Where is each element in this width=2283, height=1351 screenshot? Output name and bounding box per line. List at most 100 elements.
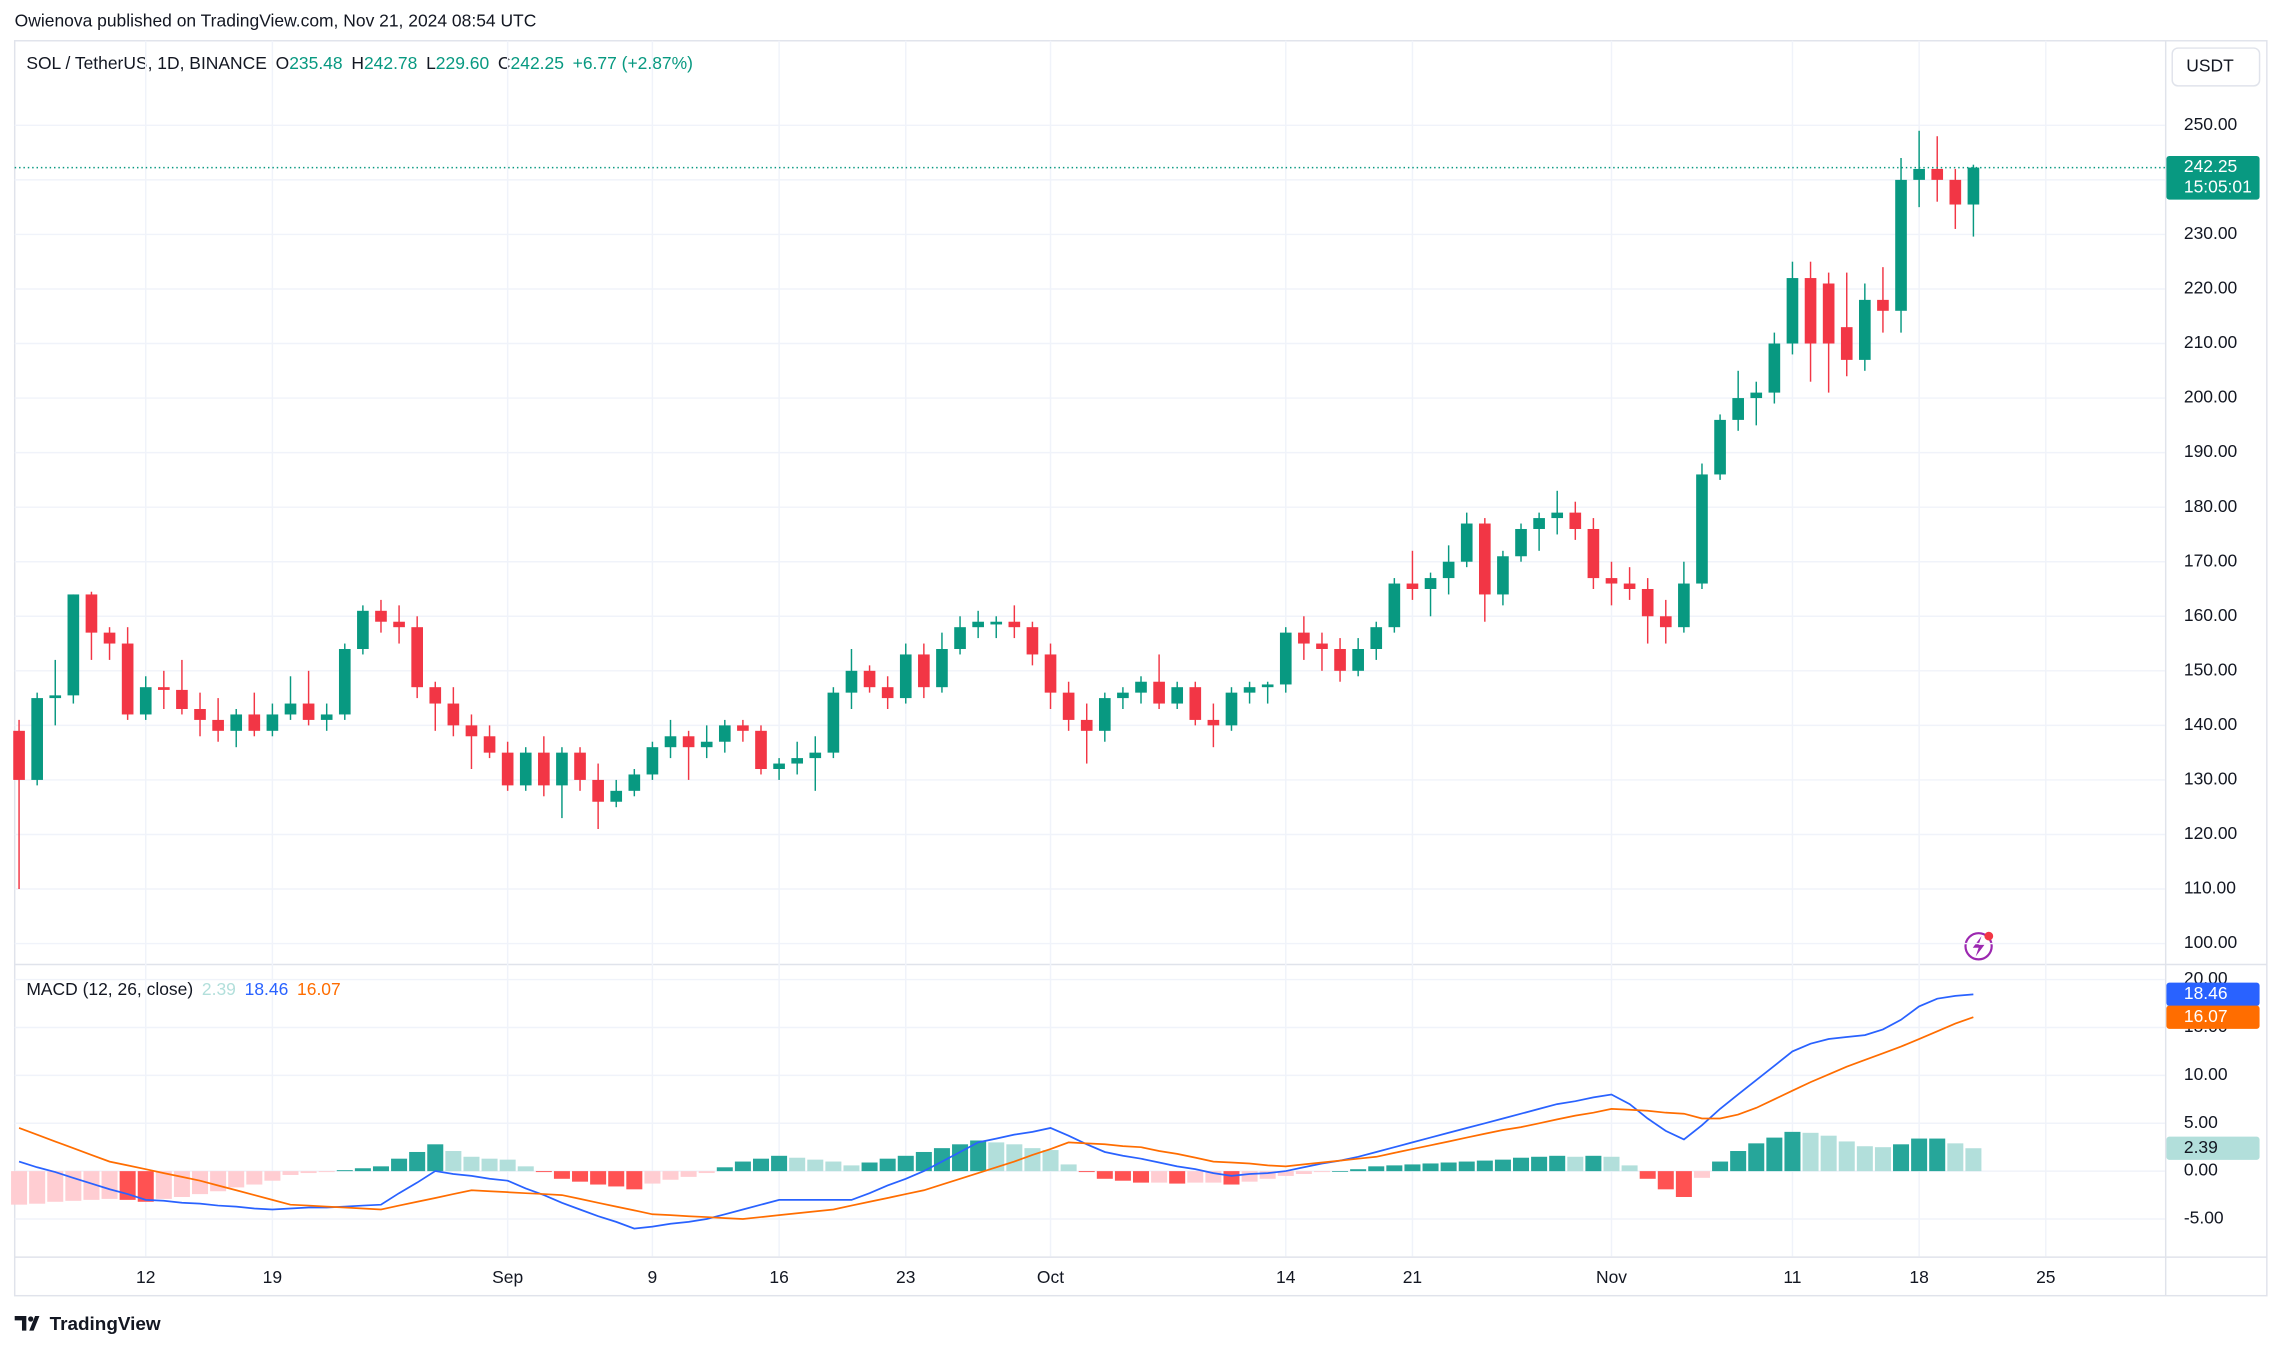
histogram-bar — [933, 1148, 950, 1172]
histogram-bar — [1965, 1148, 1982, 1172]
ohlc-value: 242.25 — [511, 53, 564, 73]
histogram-bar — [1169, 1171, 1186, 1184]
candle-body — [519, 752, 532, 786]
value-badge — [2166, 982, 2260, 1006]
y-tick-label: 10.00 — [2184, 1064, 2228, 1084]
histogram-bar — [915, 1151, 932, 1172]
candle-body — [1569, 512, 1582, 529]
candle-body — [1696, 474, 1708, 584]
symbol-legend: SOL / TetherUS, 1D, BINANCE O235.48 H242.7… — [26, 53, 693, 73]
candle-body — [1279, 632, 1292, 685]
candle-body — [284, 703, 297, 715]
histogram-bar — [1006, 1144, 1023, 1172]
logo-mark — [14, 1316, 40, 1331]
candle-body — [1732, 398, 1744, 420]
y-tick-label: 100.00 — [2184, 932, 2238, 952]
histogram-bar — [734, 1161, 751, 1172]
candle-body — [158, 687, 170, 690]
histogram-bar — [354, 1168, 371, 1172]
y-tick-label: 0.00 — [2184, 1160, 2218, 1180]
y-tick-label: 180.00 — [2184, 496, 2238, 516]
candle-body — [1460, 523, 1473, 562]
histogram-bar — [789, 1157, 806, 1172]
candle-body — [483, 736, 496, 753]
histogram-bar — [1820, 1135, 1837, 1172]
candle-body — [1479, 523, 1491, 595]
icon-ring[interactable] — [1964, 932, 1993, 961]
histogram-bar — [807, 1159, 824, 1172]
y-tick-label: 140.00 — [2184, 714, 2238, 734]
histogram-bar — [29, 1171, 46, 1204]
currency-button[interactable] — [2171, 47, 2261, 87]
candle-body — [357, 610, 369, 649]
histogram-bar — [499, 1159, 516, 1172]
ohlc-key: L — [426, 53, 436, 73]
candle-body — [1840, 327, 1853, 360]
y-tick-label: 5.00 — [2184, 1112, 2218, 1132]
histogram-bar — [1205, 1171, 1222, 1183]
histogram-bar — [1223, 1171, 1240, 1185]
candle-body — [447, 703, 460, 726]
histogram-bar — [1856, 1146, 1873, 1172]
candle-body — [1243, 687, 1256, 693]
histogram-bar — [300, 1171, 317, 1174]
y-tick-label: -5.00 — [2184, 1208, 2224, 1228]
candle-body — [1171, 687, 1184, 704]
x-tick-label: 9 — [648, 1267, 658, 1287]
histogram-bar — [427, 1144, 444, 1172]
histogram-bar — [1893, 1144, 1910, 1172]
candle-body — [1497, 556, 1509, 595]
histogram-bar — [336, 1170, 353, 1172]
candle-body — [1098, 698, 1111, 731]
candle-body — [1714, 419, 1726, 475]
histogram-bar — [644, 1171, 661, 1184]
ohlc-key: H — [351, 53, 364, 73]
candle-body — [1786, 278, 1799, 344]
x-tick-label: 12 — [136, 1267, 155, 1287]
histogram-bar — [590, 1171, 607, 1185]
histogram-bar — [1132, 1171, 1150, 1183]
candle-body — [972, 621, 984, 628]
lightning-icon[interactable] — [1964, 931, 1994, 961]
candle-body — [936, 648, 948, 688]
histogram-bar — [1476, 1160, 1493, 1172]
candle-body — [827, 692, 840, 753]
candle-body — [755, 730, 767, 770]
histogram-bar — [1404, 1164, 1421, 1172]
candle-body — [302, 703, 315, 720]
histogram-bar — [1440, 1162, 1457, 1172]
histogram-bar — [1621, 1165, 1638, 1172]
x-tick-label: Nov — [1596, 1267, 1627, 1287]
histogram-bar — [1422, 1163, 1439, 1172]
value-badge — [2166, 1005, 2260, 1029]
icon-dot[interactable] — [1984, 931, 1994, 941]
histogram-bar — [1911, 1138, 1928, 1172]
histogram-bar — [861, 1162, 878, 1172]
brand-name: TradingView — [50, 1314, 161, 1335]
candle-body — [1062, 692, 1075, 720]
histogram-bar — [1494, 1159, 1511, 1172]
candle-body — [212, 719, 224, 731]
candle-body — [1551, 512, 1564, 519]
candle-body — [194, 709, 206, 720]
candle-body — [1877, 299, 1889, 311]
candle-body — [375, 610, 387, 622]
candle-body — [773, 763, 785, 770]
candle-body — [1895, 179, 1907, 311]
y-tick-label: 160.00 — [2184, 605, 2238, 625]
histogram-bar — [698, 1171, 715, 1174]
candle-body — [1587, 528, 1600, 579]
x-tick-label: Oct — [1037, 1267, 1064, 1287]
y-tick-label: 170.00 — [2184, 550, 2238, 570]
histogram-bar — [897, 1155, 914, 1172]
x-tick-label: 18 — [1909, 1267, 1928, 1287]
candle-body — [1750, 392, 1763, 399]
y-tick-label: 250.00 — [2184, 114, 2238, 134]
candle-body — [1967, 167, 1980, 205]
candle-body — [990, 621, 1003, 625]
icon-bolt[interactable] — [1972, 936, 1985, 957]
candle-body — [1117, 692, 1129, 699]
currency-label[interactable]: USDT — [2186, 56, 2234, 76]
x-tick-label: 14 — [1276, 1267, 1296, 1287]
histogram-bar — [680, 1171, 697, 1177]
